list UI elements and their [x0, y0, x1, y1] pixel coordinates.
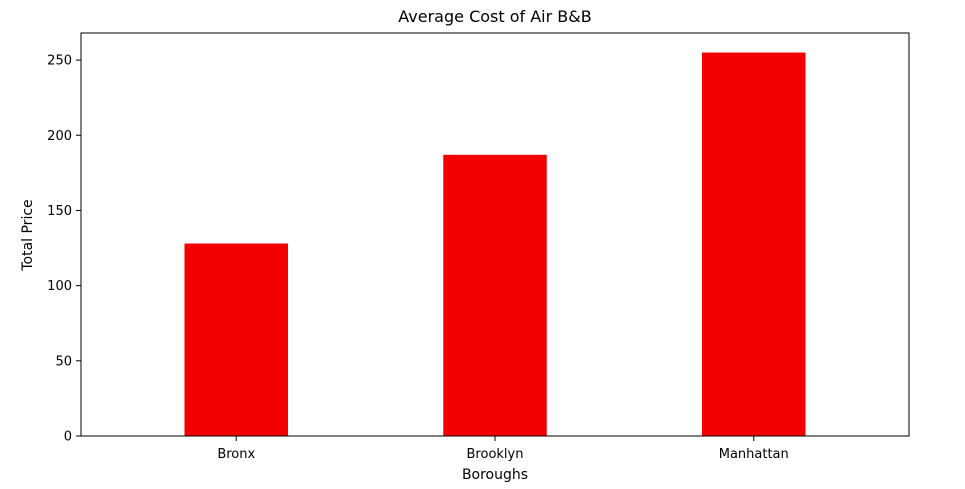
y-axis-ticks: 0 50 100 150 200 250 — [47, 54, 81, 445]
x-axis-label: Boroughs — [462, 467, 528, 483]
y-tick-label: 0 — [64, 430, 72, 445]
y-tick-label: 50 — [55, 354, 72, 369]
bar-brooklyn — [443, 154, 547, 436]
bar-bronx — [184, 243, 288, 436]
y-tick-label: 100 — [47, 279, 72, 294]
bar-manhattan — [702, 52, 806, 436]
y-axis-label: Total Price — [20, 199, 36, 271]
y-tick-label: 250 — [47, 54, 72, 69]
x-axis-ticks: Bronx Brooklyn Manhattan — [217, 436, 789, 462]
x-tick-label-bronx: Bronx — [217, 447, 255, 462]
bars — [184, 52, 806, 436]
chart-title: Average Cost of Air B&B — [398, 7, 591, 26]
y-tick-label: 200 — [47, 129, 72, 144]
x-tick-label-brooklyn: Brooklyn — [467, 447, 524, 462]
x-tick-label-manhattan: Manhattan — [719, 447, 789, 462]
y-tick-label: 150 — [47, 204, 72, 219]
plot-frame — [80, 32, 910, 437]
